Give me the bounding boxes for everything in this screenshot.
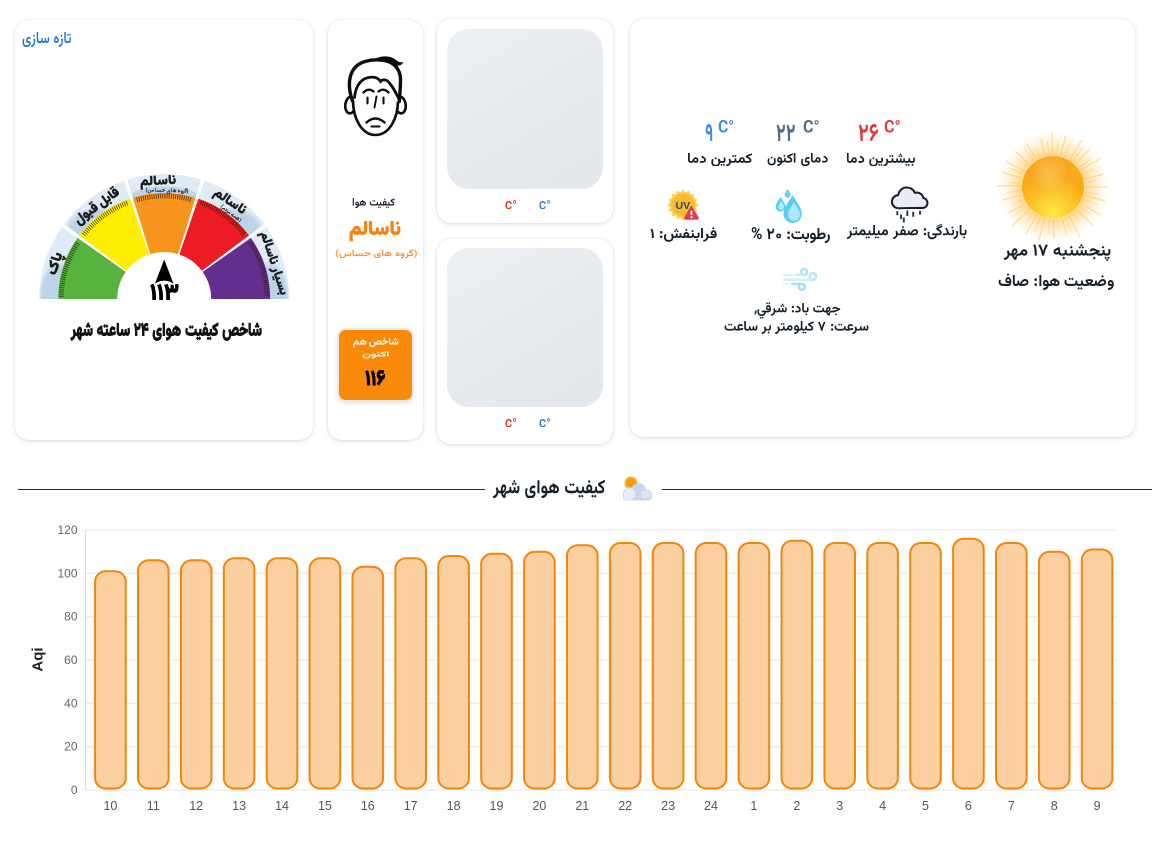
- svg-text:1: 1: [750, 799, 757, 813]
- svg-text:14: 14: [275, 799, 289, 813]
- svg-text:60: 60: [64, 653, 78, 667]
- svg-text:20: 20: [532, 799, 546, 813]
- svg-text:120: 120: [57, 523, 77, 537]
- svg-text:6: 6: [965, 799, 972, 813]
- svg-text:10: 10: [103, 799, 117, 813]
- svg-text:9: 9: [1094, 799, 1101, 813]
- svg-text:UV: UV: [676, 200, 691, 212]
- svg-text:12: 12: [189, 799, 203, 813]
- svg-text:7: 7: [1008, 799, 1015, 813]
- svg-text:18: 18: [447, 799, 461, 813]
- svg-text:11: 11: [147, 799, 160, 813]
- svg-text:19: 19: [490, 799, 504, 813]
- svg-text:3: 3: [836, 799, 843, 813]
- svg-text:4: 4: [879, 799, 886, 813]
- svg-text:80: 80: [64, 610, 78, 624]
- svg-text:8: 8: [1051, 799, 1058, 813]
- svg-text:2: 2: [793, 799, 800, 813]
- svg-text:17: 17: [404, 799, 418, 813]
- svg-text:40: 40: [64, 696, 78, 710]
- svg-text:16: 16: [361, 799, 375, 813]
- svg-text:24: 24: [704, 799, 718, 813]
- svg-text:21: 21: [575, 799, 589, 813]
- svg-text:5: 5: [922, 799, 929, 813]
- svg-text:13: 13: [232, 799, 246, 813]
- svg-text:22: 22: [618, 799, 632, 813]
- svg-text:20: 20: [64, 740, 78, 754]
- svg-text:23: 23: [661, 799, 675, 813]
- svg-text:100: 100: [57, 566, 77, 580]
- svg-text:Aqi: Aqi: [29, 647, 46, 671]
- svg-text:15: 15: [318, 799, 332, 813]
- svg-text:0: 0: [71, 783, 78, 797]
